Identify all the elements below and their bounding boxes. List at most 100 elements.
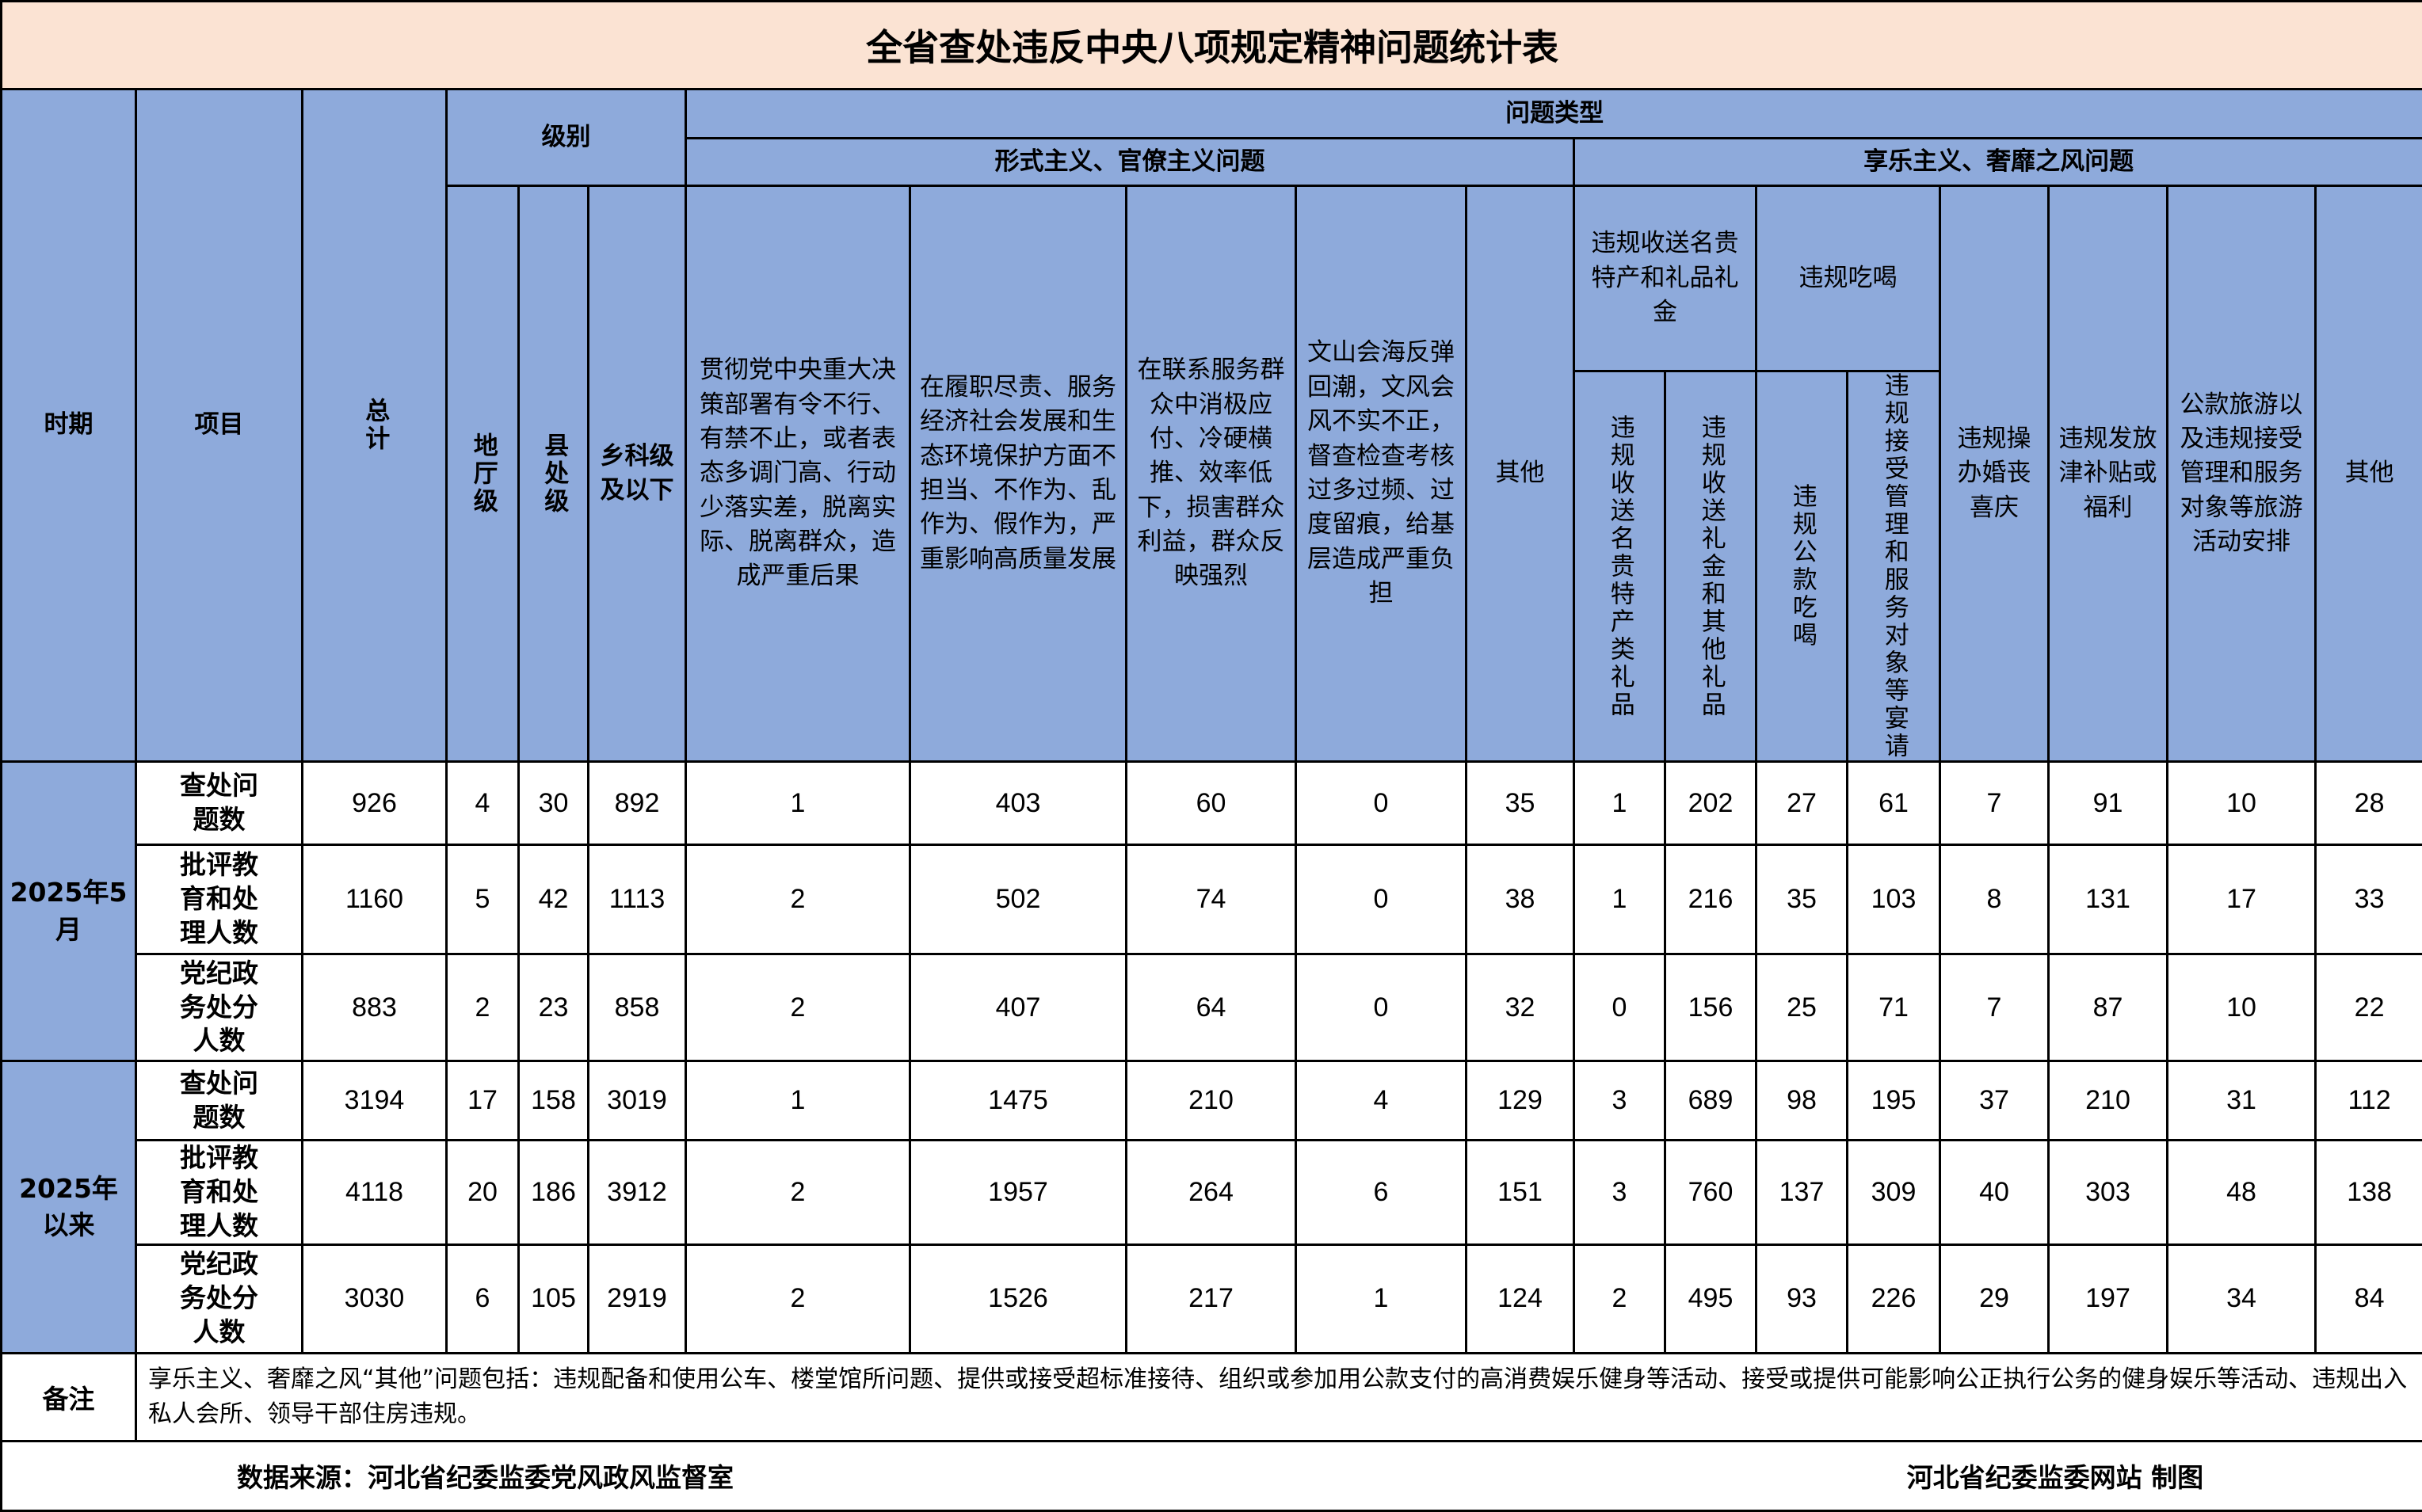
header-formalism-col-4: 文山会海反弹回潮，文风会风不实不正，督查检查考核过多过频、过度留痕，给基层造成严… bbox=[1296, 186, 1467, 762]
value-cell: 1 bbox=[686, 1061, 910, 1141]
header-period: 时期 bbox=[2, 90, 136, 762]
value-cell: 3030 bbox=[303, 1244, 447, 1353]
value-cell: 2 bbox=[686, 1141, 910, 1245]
header-gifts-specialty-label: 违规收送名贵特产类礼品 bbox=[1602, 414, 1636, 719]
value-cell: 2919 bbox=[589, 1244, 686, 1353]
header-level-county-label: 县处级 bbox=[536, 432, 570, 516]
value-cell: 91 bbox=[2049, 762, 2168, 845]
value-cell: 689 bbox=[1665, 1061, 1756, 1141]
value-cell: 403 bbox=[910, 762, 1127, 845]
value-cell: 28 bbox=[2316, 762, 2422, 845]
value-cell: 1526 bbox=[910, 1244, 1127, 1353]
value-cell: 103 bbox=[1848, 845, 1940, 954]
value-cell: 2 bbox=[1574, 1244, 1665, 1353]
header-level-prefecture: 地厅级 bbox=[447, 186, 519, 762]
header-formalism-col-1: 贯彻党中央重大决策部署有令不行、有禁不止，或者表态多调门高、行动少落实差，脱离实… bbox=[686, 186, 910, 762]
item-cell: 党纪政务处分人数 bbox=[136, 954, 303, 1061]
header-dining-banquet-label: 违规接受管理和服务对象等宴请 bbox=[1876, 372, 1910, 760]
header-gifts-group: 违规收送名贵特产和礼品礼金 bbox=[1574, 186, 1756, 371]
header-problem-type: 问题类型 bbox=[686, 90, 2422, 139]
header-item: 项目 bbox=[136, 90, 303, 762]
value-cell: 1957 bbox=[910, 1141, 1127, 1245]
value-cell: 2 bbox=[447, 954, 519, 1061]
value-cell: 2 bbox=[686, 1244, 910, 1353]
value-cell: 6 bbox=[447, 1244, 519, 1353]
value-cell: 93 bbox=[1756, 1244, 1848, 1353]
period-cell: 2025年以来 bbox=[2, 1061, 136, 1354]
header-dining-group: 违规吃喝 bbox=[1756, 186, 1940, 371]
header-dining-public: 违规公款吃喝 bbox=[1756, 371, 1848, 762]
value-cell: 61 bbox=[1848, 762, 1940, 845]
header-gifts-money: 违规收送礼金和其他礼品 bbox=[1665, 371, 1756, 762]
header-dining-banquet: 违规接受管理和服务对象等宴请 bbox=[1848, 371, 1940, 762]
value-cell: 197 bbox=[2049, 1244, 2168, 1353]
value-cell: 84 bbox=[2316, 1244, 2422, 1353]
value-cell: 202 bbox=[1665, 762, 1756, 845]
value-cell: 33 bbox=[2316, 845, 2422, 954]
value-cell: 48 bbox=[2168, 1141, 2316, 1245]
value-cell: 3 bbox=[1574, 1141, 1665, 1245]
value-cell: 158 bbox=[519, 1061, 589, 1141]
value-cell: 25 bbox=[1756, 954, 1848, 1061]
value-cell: 37 bbox=[1940, 1061, 2049, 1141]
value-cell: 0 bbox=[1574, 954, 1665, 1061]
value-cell: 10 bbox=[2168, 762, 2316, 845]
value-cell: 30 bbox=[519, 762, 589, 845]
value-cell: 303 bbox=[2049, 1141, 2168, 1245]
header-level-prefecture-label: 地厅级 bbox=[465, 432, 499, 516]
value-cell: 17 bbox=[447, 1061, 519, 1141]
value-cell: 20 bbox=[447, 1141, 519, 1245]
value-cell: 8 bbox=[1940, 845, 2049, 954]
value-cell: 23 bbox=[519, 954, 589, 1061]
value-cell: 892 bbox=[589, 762, 686, 845]
value-cell: 0 bbox=[1296, 762, 1467, 845]
value-cell: 35 bbox=[1467, 762, 1574, 845]
header-total-label: 总计 bbox=[357, 398, 391, 453]
value-cell: 32 bbox=[1467, 954, 1574, 1061]
note-label: 备注 bbox=[2, 1353, 136, 1441]
value-cell: 31 bbox=[2168, 1061, 2316, 1141]
value-cell: 0 bbox=[1296, 845, 1467, 954]
header-hedonism-other: 其他 bbox=[2316, 186, 2422, 762]
value-cell: 38 bbox=[1467, 845, 1574, 954]
value-cell: 3194 bbox=[303, 1061, 447, 1141]
value-cell: 22 bbox=[2316, 954, 2422, 1061]
value-cell: 131 bbox=[2049, 845, 2168, 954]
value-cell: 42 bbox=[519, 845, 589, 954]
header-level-township: 乡科级及以下 bbox=[589, 186, 686, 762]
header-gifts-money-label: 违规收送礼金和其他礼品 bbox=[1693, 414, 1727, 719]
value-cell: 60 bbox=[1127, 762, 1296, 845]
value-cell: 71 bbox=[1848, 954, 1940, 1061]
value-cell: 112 bbox=[2316, 1061, 2422, 1141]
value-cell: 4 bbox=[447, 762, 519, 845]
value-cell: 87 bbox=[2049, 954, 2168, 1061]
value-cell: 4 bbox=[1296, 1061, 1467, 1141]
value-cell: 138 bbox=[2316, 1141, 2422, 1245]
value-cell: 760 bbox=[1665, 1141, 1756, 1245]
value-cell: 2 bbox=[686, 845, 910, 954]
value-cell: 98 bbox=[1756, 1061, 1848, 1141]
header-hedonism: 享乐主义、奢靡之风问题 bbox=[1574, 139, 2422, 186]
period-cell: 2025年5月 bbox=[2, 762, 136, 1061]
value-cell: 137 bbox=[1756, 1141, 1848, 1245]
value-cell: 7 bbox=[1940, 954, 2049, 1061]
header-formalism-col-2: 在履职尽责、服务经济社会发展和生态环境保护方面不担当、不作为、乱作为、假作为，严… bbox=[910, 186, 1127, 762]
value-cell: 2 bbox=[686, 954, 910, 1061]
header-level-county: 县处级 bbox=[519, 186, 589, 762]
value-cell: 210 bbox=[2049, 1061, 2168, 1141]
value-cell: 105 bbox=[519, 1244, 589, 1353]
value-cell: 502 bbox=[910, 845, 1127, 954]
value-cell: 858 bbox=[589, 954, 686, 1061]
value-cell: 210 bbox=[1127, 1061, 1296, 1141]
value-cell: 6 bbox=[1296, 1141, 1467, 1245]
value-cell: 64 bbox=[1127, 954, 1296, 1061]
value-cell: 74 bbox=[1127, 845, 1296, 954]
credit: 河北省纪委监委网站 制图 bbox=[1907, 1457, 2204, 1495]
footer: 数据来源：河北省纪委监委党风政风监督室 河北省纪委监委网站 制图 bbox=[2, 1441, 2422, 1510]
header-formalism-other: 其他 bbox=[1467, 186, 1574, 762]
value-cell: 264 bbox=[1127, 1141, 1296, 1245]
